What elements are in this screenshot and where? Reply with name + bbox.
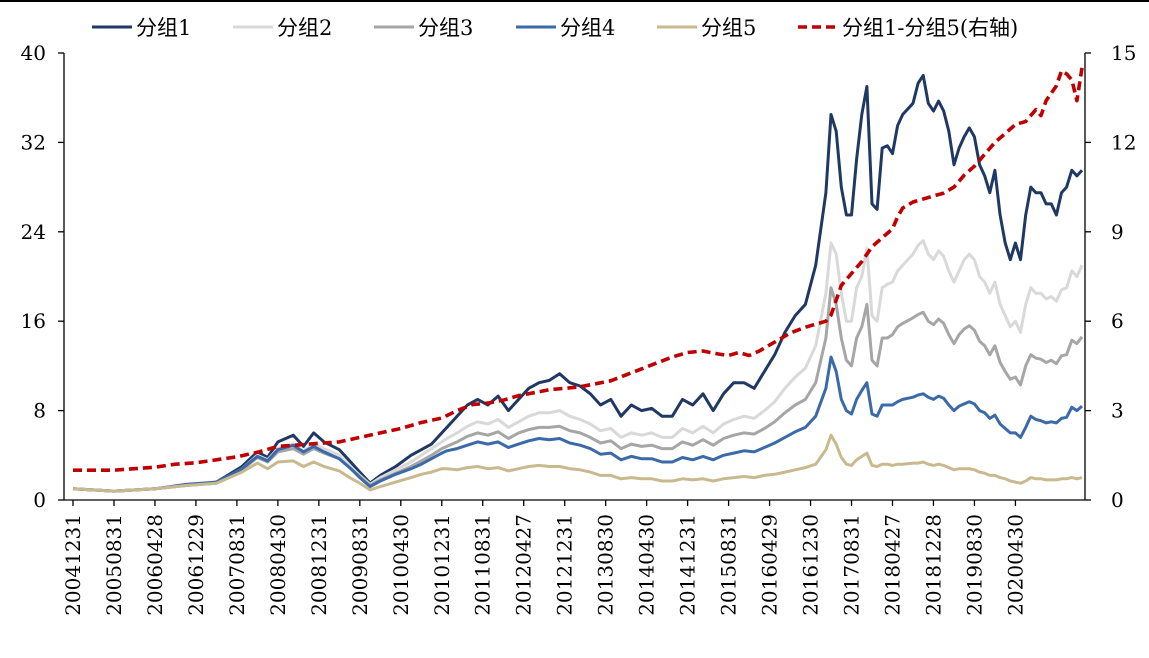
y-left-tick-label: 40 [21,41,46,65]
series-line-3 [72,286,1084,493]
x-tick-label: 20080430 [266,514,290,616]
series-line-2 [72,239,1084,493]
x-tick-label: 20060428 [143,514,167,616]
x-tick-label: 20050831 [102,514,126,616]
x-tick-label: 20070831 [225,514,249,616]
x-tick-label: 20101231 [430,514,454,616]
y-left-tick-label: 32 [21,130,46,154]
x-tick-label: 20100430 [389,514,413,616]
x-tick-label: 20181228 [921,514,945,616]
series-line-5 [72,433,1083,493]
y-right-tick-label: 9 [1111,220,1124,244]
x-tick-label: 20160429 [758,514,782,616]
y-right-tick-label: 3 [1111,399,1124,423]
x-tick-label: 20041231 [61,514,85,616]
x-tick-label: 20110831 [471,514,495,616]
y-right-tick-label: 12 [1111,130,1136,154]
y-right-tick-label: 15 [1111,41,1136,65]
legend-label-3: 分组3 [418,16,473,40]
x-tick-label: 20130830 [594,514,618,616]
x-tick-label: 20170831 [840,514,864,616]
y-right-tick-label: 0 [1111,488,1124,512]
y-left-tick-label: 24 [21,220,46,244]
y-right-tick-label: 6 [1111,309,1124,333]
x-tick-label: 20140430 [635,514,659,616]
x-tick-label: 20200430 [1003,514,1027,616]
legend-label-6: 分组1-分组5(右轴) [842,16,1018,40]
legend-label-1: 分组1 [136,16,191,40]
legend: 分组1 分组2 分组3 分组4 分组5 分组1-分组5(右轴) [92,16,1018,40]
axes [63,53,1086,501]
y-left-tick-label: 16 [21,309,46,333]
series-line-6 [73,67,1084,472]
y-right-ticks: 0 3 6 9 12 15 [1085,41,1136,512]
x-tick-label: 20150831 [717,514,741,616]
x-ticks: 20041231 20050831 20060428 20061229 20070831… [61,500,1027,616]
x-tick-label: 20161230 [799,514,823,616]
x-tick-label: 20190830 [962,514,986,616]
x-tick-label: 20081231 [307,514,331,616]
y-left-ticks: 0 8 16 24 32 40 [21,41,64,512]
x-tick-label: 20180427 [880,514,904,616]
legend-label-2: 分组2 [277,16,332,40]
y-left-tick-label: 0 [33,488,46,512]
series-line-1 [72,73,1084,493]
legend-label-5: 分组5 [701,16,756,40]
series-line-4 [72,355,1083,493]
x-tick-label: 20141231 [676,514,700,616]
x-tick-label: 20121231 [553,514,577,616]
x-tick-label: 20061229 [184,514,208,616]
plot-lines [72,67,1084,493]
x-tick-label: 20120427 [512,514,536,616]
legend-label-4: 分组4 [560,16,615,40]
y-left-tick-label: 8 [33,399,46,423]
x-tick-label: 20090831 [348,514,372,616]
